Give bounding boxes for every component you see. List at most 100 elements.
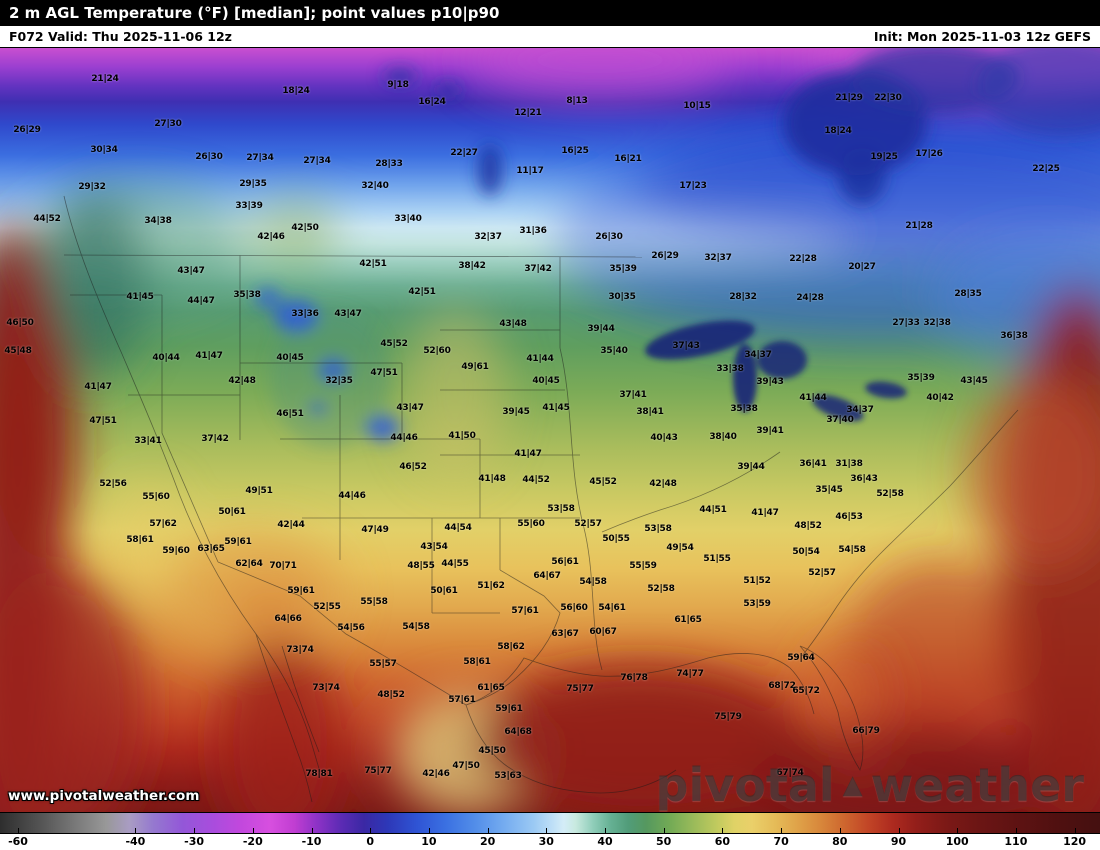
point-value: 76|78	[620, 673, 648, 683]
point-value: 41|45	[126, 292, 154, 302]
point-value: 48|55	[407, 561, 435, 571]
point-value: 36|43	[850, 474, 878, 484]
point-value: 55|60	[142, 492, 170, 502]
point-value: 44|47	[187, 296, 215, 306]
point-value: 63|65	[197, 544, 225, 554]
point-value: 57|61	[511, 606, 539, 616]
point-value: 18|24	[282, 86, 310, 96]
colorbar: -60 -40 -30 -20 -10 0 10 20 30 40 50 60 70 80 90 100 110…	[0, 812, 1100, 850]
point-value: 59|61	[224, 537, 252, 547]
point-value: 49|54	[666, 543, 694, 553]
point-value: 32|35	[325, 376, 353, 386]
point-value: 21|28	[905, 221, 933, 231]
point-value: 42|48	[228, 376, 256, 386]
point-value: 56|61	[551, 557, 579, 567]
point-value: 48|52	[794, 521, 822, 531]
point-value: 52|58	[876, 489, 904, 499]
point-value: 45|50	[478, 746, 506, 756]
colorbar-tickmark	[194, 828, 196, 833]
point-value: 51|62	[477, 581, 505, 591]
colorbar-tickmark	[839, 828, 841, 833]
colorbar-tick-label: 30	[538, 835, 554, 848]
point-value: 59|64	[787, 653, 815, 663]
product-title: 2 m AGL Temperature (°F) [median]; point…	[9, 4, 500, 22]
point-value: 58|61	[126, 535, 154, 545]
point-value: 34|37	[744, 350, 772, 360]
point-value: 39|44	[587, 324, 615, 334]
point-value: 26|30	[595, 232, 623, 242]
point-value: 40|45	[532, 376, 560, 386]
point-value: 64|67	[533, 571, 561, 581]
point-value: 55|58	[360, 597, 388, 607]
point-value: 49|61	[461, 362, 489, 372]
colorbar-tickmark	[546, 828, 548, 833]
point-value: 47|51	[370, 368, 398, 378]
point-value: 40|45	[276, 353, 304, 363]
point-value: 54|58	[579, 577, 607, 587]
point-value: 17|26	[915, 149, 943, 159]
colorbar-tick-label: 0	[366, 835, 375, 848]
point-value: 10|15	[683, 101, 711, 111]
point-value: 52|58	[647, 584, 675, 594]
point-value: 38|40	[709, 432, 737, 442]
colorbar-tick-label: 10	[421, 835, 437, 848]
colorbar-tickmark	[1074, 828, 1076, 833]
colorbar-tickmark	[957, 828, 959, 833]
point-value: 56|60	[560, 603, 588, 613]
point-value: 61|65	[674, 615, 702, 625]
point-value: 45|52	[589, 477, 617, 487]
point-value: 30|34	[90, 145, 118, 155]
valid-time-label: F072 Valid: Thu 2025-11-06 12z	[9, 29, 232, 44]
point-value: 41|50	[448, 431, 476, 441]
point-value: 27|33	[892, 318, 920, 328]
point-value: 28|35	[954, 289, 982, 299]
point-value: 61|65	[477, 683, 505, 693]
point-value: 42|48	[649, 479, 677, 489]
point-value: 22|30	[874, 93, 902, 103]
brand-logo-icon: ▲	[842, 770, 863, 800]
colorbar-tickmark	[487, 828, 489, 833]
init-time-label: Init: Mon 2025-11-03 12z GEFS	[873, 29, 1091, 44]
temperature-field-svg	[0, 48, 1100, 812]
point-value: 53|63	[494, 771, 522, 781]
point-value: 51|52	[743, 576, 771, 586]
point-value: 74|77	[676, 669, 704, 679]
point-value: 43|47	[177, 266, 205, 276]
point-value: 42|50	[291, 223, 319, 233]
point-value: 42|51	[408, 287, 436, 297]
colorbar-tickmark	[1015, 828, 1017, 833]
point-value: 68|72	[768, 681, 796, 691]
point-value: 42|51	[359, 259, 387, 269]
point-value: 43|54	[420, 542, 448, 552]
point-value: 39|41	[756, 426, 784, 436]
point-value: 42|46	[422, 769, 450, 779]
point-value: 34|38	[144, 216, 172, 226]
regional-features	[255, 48, 1100, 448]
point-value: 38|42	[458, 261, 486, 271]
point-value: 50|61	[430, 586, 458, 596]
point-value: 29|32	[78, 182, 106, 192]
point-value: 58|62	[497, 642, 525, 652]
point-value: 54|61	[598, 603, 626, 613]
point-value: 16|24	[418, 97, 446, 107]
point-value: 46|52	[399, 462, 427, 472]
point-value: 55|59	[629, 561, 657, 571]
point-value: 52|57	[574, 519, 602, 529]
point-value: 26|30	[195, 152, 223, 162]
colorbar-tickmark	[311, 828, 313, 833]
point-value: 40|42	[926, 393, 954, 403]
point-values-layer: 21|24 18|24 9|18 16|24 12|21 8|13 10|15 21|29 22…	[0, 48, 1100, 812]
title-bar: 2 m AGL Temperature (°F) [median]; point…	[0, 0, 1100, 26]
watermark-brand: pivotal ▲ weather	[656, 758, 1084, 812]
point-value: 51|55	[703, 554, 731, 564]
point-value: 37|40	[826, 415, 854, 425]
point-value: 41|45	[542, 403, 570, 413]
point-value: 70|71	[269, 561, 297, 571]
point-value: 59|61	[287, 586, 315, 596]
point-value: 52|55	[313, 602, 341, 612]
point-value: 53|58	[644, 524, 672, 534]
point-value: 75|77	[566, 684, 594, 694]
point-value: 38|41	[636, 407, 664, 417]
colorbar-tick-label: -60	[8, 835, 28, 848]
point-value: 47|50	[452, 761, 480, 771]
